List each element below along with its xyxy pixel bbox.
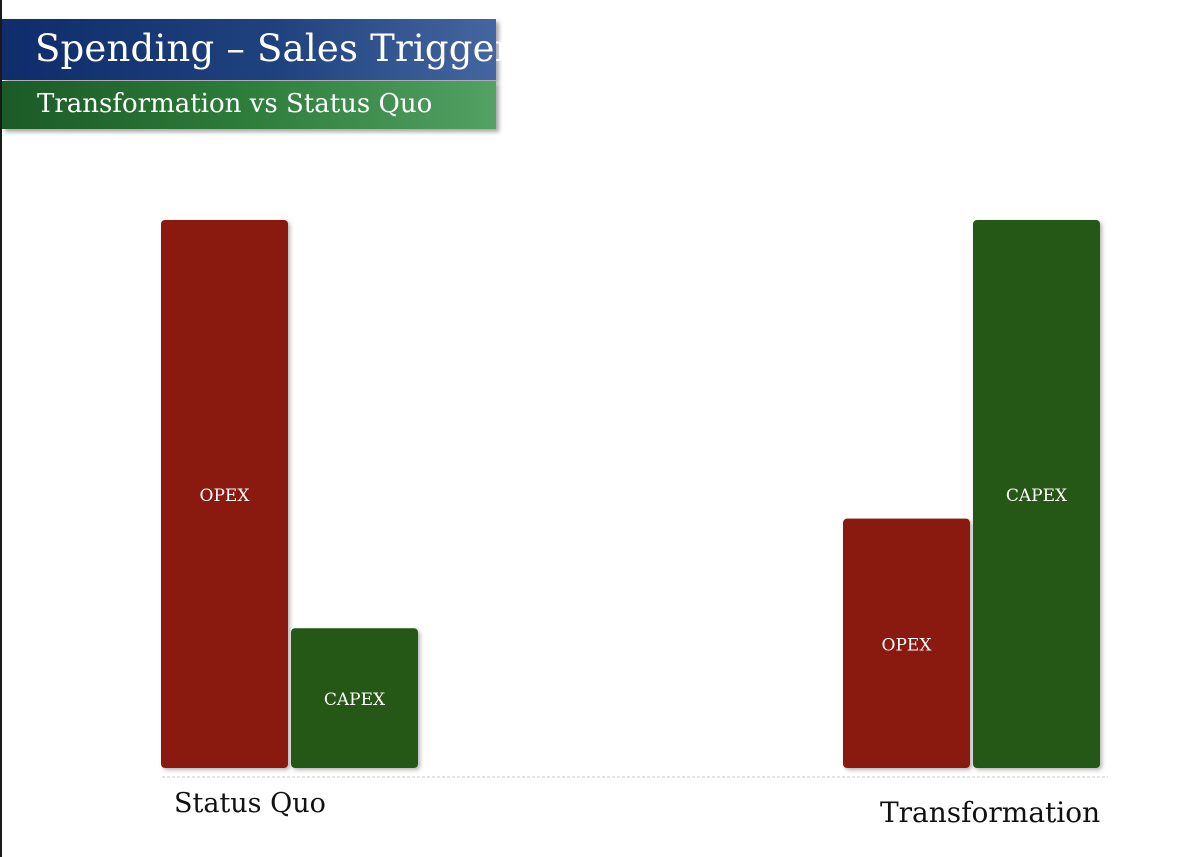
bar-label-opex-status-quo: OPEX: [200, 486, 251, 506]
bar-label-capex-status-quo: CAPEX: [324, 690, 386, 710]
category-labels-layer: Status Quo Transformation: [174, 788, 1100, 829]
bar-opex-transformation: [843, 518, 970, 768]
bar-opex-status-quo: [161, 220, 288, 768]
page-title: Spending – Sales Trigger: [35, 27, 513, 70]
bars-layer: OPEX CAPEX OPEX CAPEX: [161, 220, 1100, 768]
bar-capex-transformation: [973, 220, 1100, 768]
title-banner: Spending – Sales Trigger: [2, 19, 512, 80]
bar-label-opex-transformation: OPEX: [882, 635, 933, 655]
left-edge-rule: [0, 0, 2, 857]
subtitle-banner: Transformation vs Status Quo: [2, 81, 496, 129]
category-label-status-quo: Status Quo: [174, 788, 326, 819]
bar-capex-status-quo: [291, 628, 418, 768]
category-label-transformation: Transformation: [880, 796, 1100, 829]
bar-label-capex-transformation: CAPEX: [1006, 486, 1068, 506]
page-subtitle: Transformation vs Status Quo: [37, 89, 433, 119]
